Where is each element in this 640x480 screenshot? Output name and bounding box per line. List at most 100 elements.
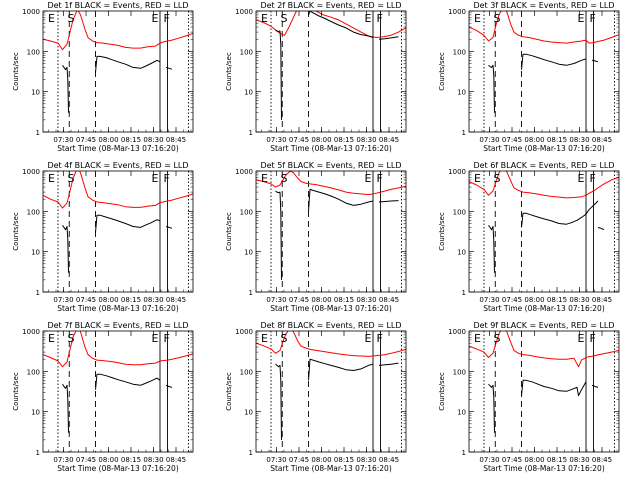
events-series-line [165,226,173,229]
y-tick-label: 100 [27,208,40,216]
y-tick-label: 1 [462,449,466,457]
y-tick-label: 10 [31,89,40,97]
y-axis-label: Counts/sec [438,372,446,411]
y-tick-label: 1000 [235,328,253,336]
x-tick-label: 08:45 [379,296,399,304]
y-tick-label: 1000 [22,168,40,176]
x-tick-label: 08:00 [311,456,331,464]
marker-label-S: S [68,172,75,185]
y-tick-label: 1000 [22,8,40,16]
marker-label-E: E [261,332,268,345]
x-tick-label: 08:45 [592,296,612,304]
x-tick-label: 07:45 [502,296,522,304]
x-tick-label: 08:30 [143,296,163,304]
x-tick-label: 07:45 [502,136,522,144]
x-tick-label: 08:45 [166,296,186,304]
plot-area [469,11,619,132]
marker-label-F: F [377,172,383,185]
marker-label-S: S [494,172,501,185]
axes-frame [42,170,194,293]
lld-series-line [43,171,193,209]
y-tick-label: 100 [27,368,40,376]
x-tick-label: 08:00 [98,136,118,144]
x-axis-label: Start Time (08-Mar-13 07:16:20) [483,304,605,313]
x-tick-label: 07:30 [479,296,499,304]
x-tick-label: 08:30 [143,456,163,464]
events-series-line [62,383,69,433]
marker-label-F: F [590,332,596,345]
y-axis-label: Counts/sec [225,212,233,251]
x-axis-label: Start Time (08-Mar-13 07:16:20) [270,464,392,473]
marker-label-E: E [365,12,372,25]
marker-label-F: F [590,12,596,25]
chart-panel-4: Det 4f BLACK = Events, RED = LLD 1 10 100 10… [12,161,194,313]
chart-panel-8: Det 8f BLACK = Events, RED = LLD 1 10 100 10… [225,321,407,473]
x-tick-label: 08:45 [166,136,186,144]
marker-label-E: E [365,332,372,345]
y-tick-label: 1000 [235,168,253,176]
axes-frame [42,10,194,133]
events-series-line [378,36,399,40]
marker-label-E: E [474,12,481,25]
lld-series-line [43,11,193,51]
marker-label-E: E [261,12,268,25]
x-tick-label: 07:45 [76,296,96,304]
marker-label-F: F [377,12,383,25]
y-tick-label: 1000 [22,328,40,336]
y-tick-label: 1 [249,129,253,137]
y-tick-label: 1000 [448,8,466,16]
marker-label-E: E [474,172,481,185]
events-series-line [275,363,282,440]
x-axis-label: Start Time (08-Mar-13 07:16:20) [57,144,179,153]
y-tick-label: 100 [27,48,40,56]
marker-label-E: E [578,12,585,25]
chart-panel-1: Det 1f BLACK = Events, RED = LLD 1 10 100 10… [12,1,194,153]
x-tick-label: 08:15 [334,136,354,144]
chart-title: Det 5f BLACK = Events, RED = LLD [260,161,401,170]
x-tick-label: 07:45 [289,456,309,464]
lld-series-line [256,171,406,196]
events-series-line [378,200,399,203]
marker-label-S: S [68,332,75,345]
marker-label-S: S [281,332,288,345]
y-axis-label: Counts/sec [12,372,20,411]
x-tick-label: 07:30 [53,136,73,144]
x-tick-label: 08:00 [311,136,331,144]
y-tick-label: 100 [240,48,253,56]
x-tick-label: 07:30 [479,136,499,144]
x-tick-label: 08:00 [524,136,544,144]
y-tick-label: 1 [462,289,466,297]
chart-title: Det 3f BLACK = Events, RED = LLD [473,1,614,10]
marker-label-S: S [68,12,75,25]
plot-area [256,11,406,132]
x-tick-label: 08:30 [356,296,376,304]
y-tick-label: 10 [457,89,466,97]
marker-label-S: S [494,332,501,345]
x-tick-label: 07:30 [53,456,73,464]
lld-series-line [469,331,619,368]
y-axis-label: Counts/sec [12,52,20,91]
events-series-line [95,373,161,390]
chart-title: Det 4f BLACK = Events, RED = LLD [47,161,188,170]
x-tick-label: 08:30 [569,296,589,304]
x-tick-label: 07:30 [53,296,73,304]
chart-title: Det 2f BLACK = Events, RED = LLD [260,1,401,10]
marker-label-F: F [164,332,170,345]
events-series-line [275,190,282,280]
y-tick-label: 1 [36,129,40,137]
marker-label-E: E [152,332,159,345]
chart-title: Det 7f BLACK = Events, RED = LLD [47,321,188,330]
events-series-line [591,59,599,63]
y-axis-label: Counts/sec [225,372,233,411]
plot-area [256,331,406,452]
x-tick-label: 08:00 [311,296,331,304]
y-axis-label: Counts/sec [12,212,20,251]
events-series-line [488,383,495,433]
axes-frame [468,330,620,453]
events-series-line [488,225,495,273]
x-tick-label: 08:15 [547,456,567,464]
axes-frame [255,170,407,293]
y-tick-label: 10 [457,249,466,257]
marker-label-E: E [578,332,585,345]
x-tick-label: 07:30 [479,456,499,464]
